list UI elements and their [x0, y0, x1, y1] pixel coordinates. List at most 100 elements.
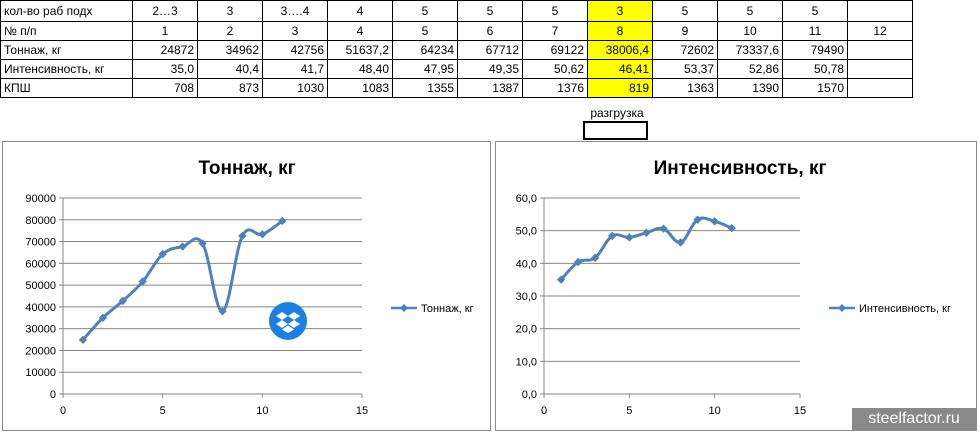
table-cell[interactable]: 3: [197, 0, 263, 22]
table-cell[interactable]: 72602: [652, 40, 718, 60]
table-cell[interactable]: 873: [197, 78, 263, 98]
table-cell[interactable]: 3: [587, 0, 653, 22]
y-tick-label: 20,0: [516, 324, 537, 336]
legend-marker: [838, 304, 846, 312]
table-cell[interactable]: 10: [717, 21, 783, 41]
table-cell[interactable]: 67712: [457, 40, 523, 60]
table-cell[interactable]: 64234: [392, 40, 458, 60]
dropbox-icon[interactable]: [269, 302, 307, 340]
table-cell[interactable]: 11: [782, 21, 848, 41]
selected-cell[interactable]: [583, 121, 648, 140]
y-tick-label: 30,0: [516, 291, 537, 303]
table-cell[interactable]: 2: [197, 21, 263, 41]
tonnage-chart[interactable]: Тоннаж, кг 0 10000 20000 30000 40000 50000 6000…: [2, 141, 491, 431]
table-cell[interactable]: 5: [392, 0, 458, 22]
chart-title: Тоннаж, кг: [199, 158, 296, 179]
row-label[interactable]: Тоннаж, кг: [0, 40, 133, 60]
table-cell[interactable]: 73337,6: [717, 40, 783, 60]
table-cell[interactable]: 1363: [652, 78, 718, 98]
table-cell[interactable]: 38006,4: [587, 40, 653, 60]
legend-marker: [400, 304, 408, 312]
table-cell[interactable]: 4: [327, 0, 393, 22]
row-label[interactable]: кол-во раб подх: [0, 0, 133, 22]
data-point: [642, 228, 651, 237]
table-cell[interactable]: 819: [587, 78, 653, 98]
data-point: [676, 238, 685, 247]
table-cell[interactable]: [847, 40, 913, 60]
table-row: Интенсивность, кг 35,0 40,4 41,7 48,40 47,95 4…: [0, 59, 913, 79]
table-row: КПШ 708 873 1030 1083 1355 1387 1376 819 1363 1390…: [0, 78, 913, 98]
table-cell[interactable]: 47,95: [392, 59, 458, 79]
table-cell[interactable]: 1387: [457, 78, 523, 98]
table-cell[interactable]: 708: [132, 78, 198, 98]
table-cell[interactable]: 41,7: [262, 59, 328, 79]
table-cell[interactable]: 4: [327, 21, 393, 41]
y-tick-label: 40000: [25, 302, 56, 314]
table-cell[interactable]: 53,37: [652, 59, 718, 79]
table-cell[interactable]: 46,41: [587, 59, 653, 79]
table-cell[interactable]: 1030: [262, 78, 328, 98]
table-cell[interactable]: 1390: [717, 78, 783, 98]
y-tick-label: 30000: [25, 324, 56, 336]
y-tick-label: 80000: [25, 215, 56, 227]
intensity-chart[interactable]: Интенсивность, кг 0,0 10,0 20,0 30,0 40,0 50,0…: [495, 141, 977, 431]
table-cell[interactable]: 35,0: [132, 59, 198, 79]
table-cell[interactable]: [847, 59, 913, 79]
data-point: [727, 223, 736, 233]
row-label[interactable]: КПШ: [0, 78, 133, 98]
series-line: [81, 219, 284, 341]
table-cell[interactable]: 34962: [197, 40, 263, 60]
x-tick-label: 15: [794, 405, 806, 417]
table-cell[interactable]: [847, 78, 913, 98]
table-cell[interactable]: 9: [652, 21, 718, 41]
table-cell[interactable]: 1083: [327, 78, 393, 98]
data-point: [98, 313, 108, 323]
table-cell[interactable]: [847, 0, 913, 22]
table-cell[interactable]: 50,78: [782, 59, 848, 79]
table-cell[interactable]: 1376: [522, 78, 588, 98]
table-cell[interactable]: 48,40: [327, 59, 393, 79]
table-cell[interactable]: 6: [457, 21, 523, 41]
x-tick-label: 0: [60, 405, 66, 417]
table-cell[interactable]: 5: [392, 21, 458, 41]
table-cell[interactable]: 3….4: [262, 0, 328, 22]
legend-label: Тоннаж, кг: [421, 303, 474, 315]
table-cell[interactable]: 42756: [262, 40, 328, 60]
row-label[interactable]: № п/п: [0, 21, 133, 41]
data-point: [625, 233, 634, 242]
table-cell[interactable]: 5: [457, 0, 523, 22]
table-cell[interactable]: 50,62: [522, 59, 588, 79]
table-cell[interactable]: 52,86: [717, 59, 783, 79]
y-tick-label: 40,0: [516, 258, 537, 270]
table-cell[interactable]: 3: [262, 21, 328, 41]
table-cell[interactable]: 1355: [392, 78, 458, 98]
y-tick-label: 20000: [25, 345, 56, 357]
table-cell[interactable]: 8: [587, 21, 653, 41]
table-cell[interactable]: 51637,2: [327, 40, 393, 60]
table-row: № п/п 1 2 3 4 5 6 7 8 9 10 11 12: [0, 21, 913, 41]
table-cell[interactable]: 5: [717, 0, 783, 22]
table-row: Тоннаж, кг 24872 34962 42756 51637,2 64234 677…: [0, 40, 913, 60]
table-cell[interactable]: 69122: [522, 40, 588, 60]
row-label[interactable]: Интенсивность, кг: [0, 59, 133, 79]
table-cell[interactable]: 5: [652, 0, 718, 22]
series-line: [559, 216, 733, 281]
table-cell[interactable]: 2…3: [132, 0, 198, 22]
table-cell[interactable]: 7: [522, 21, 588, 41]
data-point: [158, 249, 167, 259]
table-cell[interactable]: 5: [522, 0, 588, 22]
table-cell[interactable]: 1570: [782, 78, 848, 98]
data-point: [138, 277, 147, 286]
table-cell[interactable]: 24872: [132, 40, 198, 60]
y-tick-label: 90000: [25, 193, 56, 205]
table-cell[interactable]: 5: [782, 0, 848, 22]
table-cell[interactable]: 12: [847, 21, 913, 41]
table-cell[interactable]: 40,4: [197, 59, 263, 79]
data-point: [258, 230, 267, 239]
data-point: [710, 217, 719, 226]
intensity-chart-svg: Интенсивность, кг 0,0 10,0 20,0 30,0 40,0 50,0…: [516, 158, 951, 417]
spreadsheet-table: кол-во раб подх 2…3 3 3….4 4 5 5 5 3 5 5 5 № п/п 1 2 3 4…: [0, 0, 913, 98]
table-cell[interactable]: 1: [132, 21, 198, 41]
table-cell[interactable]: 49,35: [457, 59, 523, 79]
table-cell[interactable]: 79490: [782, 40, 848, 60]
